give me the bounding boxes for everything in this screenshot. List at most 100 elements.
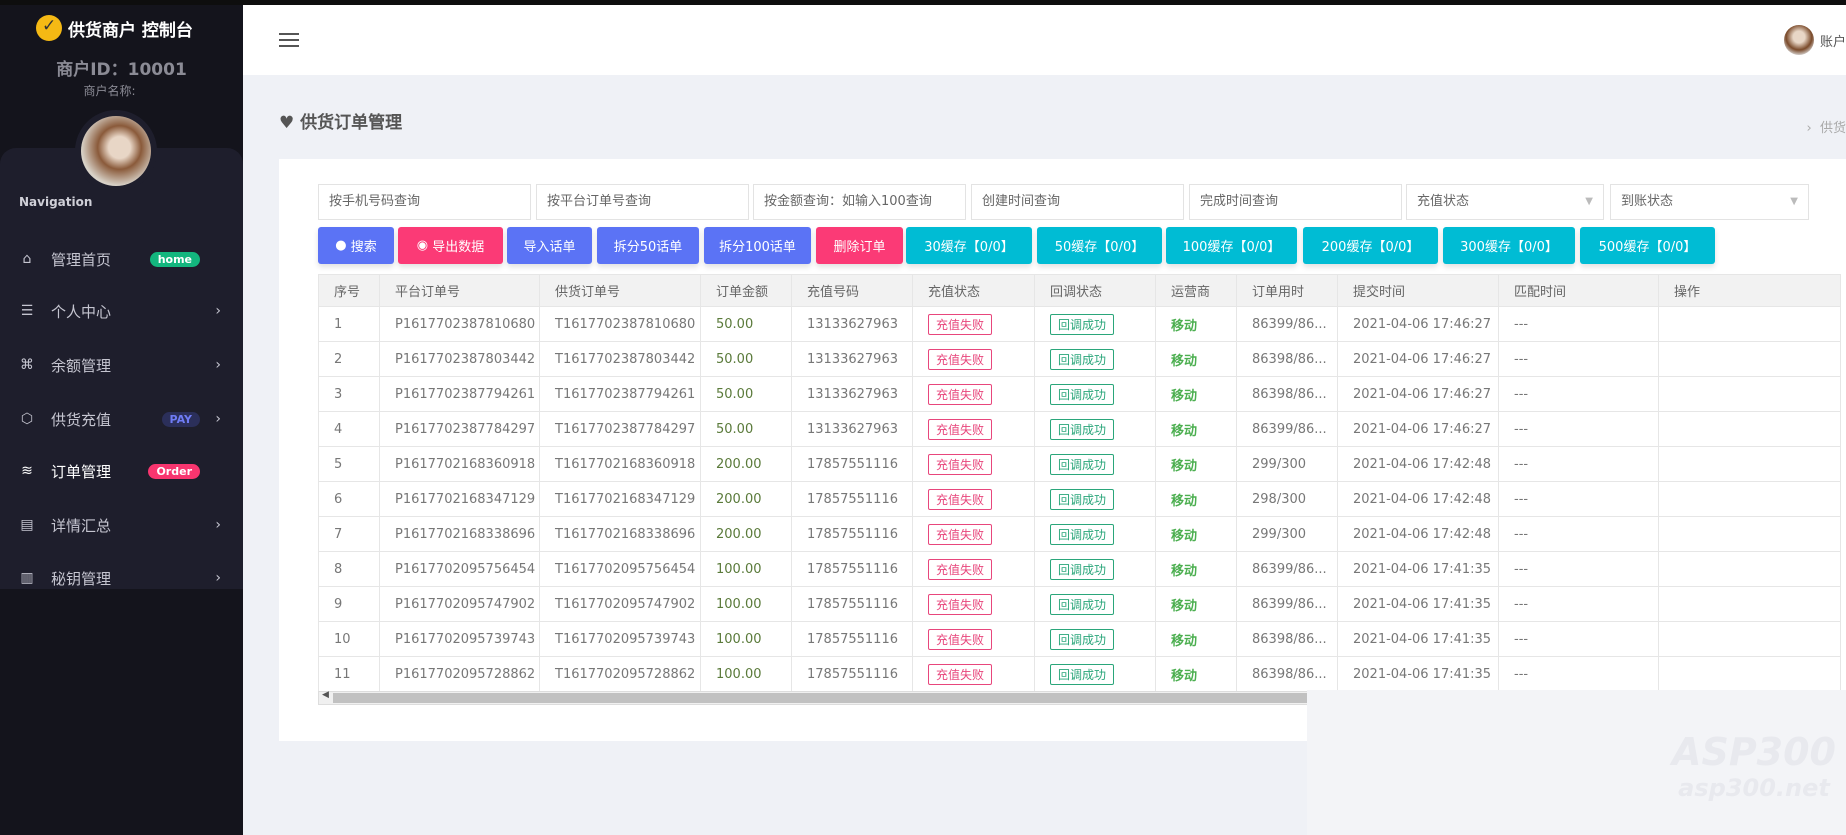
table-cell: 移动 [1155, 481, 1237, 517]
column-header[interactable]: 回调状态 [1034, 274, 1156, 307]
sidebar-item-4[interactable]: ≋ 订单管理 Order [0, 451, 243, 491]
sidebar-item-2[interactable]: ⌘ 余额管理 › [0, 345, 243, 385]
table-cell [1658, 446, 1841, 482]
avatar[interactable] [81, 116, 151, 186]
column-header[interactable]: 匹配时间 [1498, 274, 1659, 307]
callback-status-badge: 回调成功 [1050, 488, 1115, 510]
column-header[interactable]: 运营商 [1155, 274, 1237, 307]
sidebar-item-1[interactable]: ☰ 个人中心 › [0, 291, 243, 331]
table-cell: --- [1498, 306, 1659, 342]
cache-50-button[interactable]: 50缓存【0/0】 [1037, 227, 1162, 264]
cell-text: P1617702168347129 [395, 491, 536, 507]
column-header[interactable]: 序号 [318, 274, 380, 307]
button-label: 搜索 [350, 240, 377, 255]
scrollbar-thumb[interactable] [333, 693, 1343, 703]
split-100-button[interactable]: 拆分100话单 [704, 227, 811, 264]
table-cell [1658, 621, 1841, 657]
table-cell: 86399/86... [1236, 551, 1338, 587]
cell-text: 5 [334, 456, 343, 472]
cell-text: 2021-04-06 17:46:27 [1353, 316, 1492, 332]
cell-text: P1617702387803442 [395, 351, 536, 367]
phone-search-input[interactable]: 按手机号码查询 [318, 184, 531, 220]
delete-order-button[interactable]: 删除订单 [816, 227, 903, 264]
arrival-status-select[interactable]: 到账状态 [1610, 184, 1809, 220]
cell-text: 50.00 [716, 351, 754, 367]
finished-time-input[interactable]: 完成时间查询 [1189, 184, 1402, 220]
document-icon: ▤ [20, 517, 34, 533]
table-cell: 8 [318, 551, 380, 587]
cell-text: 移动 [1171, 598, 1198, 614]
table-cell: 50.00 [700, 341, 792, 377]
export-button[interactable]: ◉ 导出数据 [398, 227, 503, 264]
sidebar-badge: Order [148, 463, 200, 479]
amount-input[interactable]: 按金额查询：如输入100查询 [753, 184, 966, 220]
sidebar-item-0[interactable]: ⌂ 管理首页 home [0, 239, 243, 279]
table-cell: 移动 [1155, 551, 1237, 587]
column-header[interactable]: 提交时间 [1337, 274, 1499, 307]
orders-table: 序号 平台订单号 供货订单号 订单金额 充值号码 充值状态 回调状态 运营商 订单用时 提交时间匹… [318, 274, 1841, 692]
column-header[interactable]: 充值号码 [791, 274, 913, 307]
sidebar-item-5[interactable]: ▤ 详情汇总 › [0, 505, 243, 545]
breadcrumb-item[interactable]: 供货 [1819, 121, 1846, 136]
cache-100-button[interactable]: 100缓存【0/0】 [1166, 227, 1297, 264]
user-menu[interactable]: 账户 [1783, 25, 1846, 55]
eye-icon: ◉ [416, 238, 433, 253]
chevron-right-icon: › [215, 411, 221, 427]
cache-30-button[interactable]: 30缓存【0/0】 [906, 227, 1032, 264]
column-header[interactable]: 供货订单号 [539, 274, 701, 307]
column-header[interactable]: 操作 [1658, 274, 1841, 307]
cache-500-button[interactable]: 500缓存【0/0】 [1580, 227, 1715, 264]
cache-300-button[interactable]: 300缓存【0/0】 [1443, 227, 1575, 264]
cell-text: --- [1514, 596, 1529, 612]
split-50-button[interactable]: 拆分50话单 [597, 227, 699, 264]
user-label: 账户 [1819, 34, 1846, 50]
table-cell: 移动 [1155, 376, 1237, 412]
table-cell: T1617702387803442 [539, 341, 701, 377]
table-cell: 13133627963 [791, 376, 913, 412]
column-header[interactable]: 平台订单号 [379, 274, 540, 307]
callback-status-badge: 回调成功 [1050, 313, 1115, 335]
brand-title: 供货商户 控制台 [68, 20, 193, 41]
recharge-status-badge: 充值失败 [928, 313, 993, 335]
recharge-status-badge: 充值失败 [928, 628, 993, 650]
column-header[interactable]: 订单用时 [1236, 274, 1338, 307]
button-label: 500缓存【0/0】 [1598, 240, 1697, 255]
cell-text: --- [1514, 456, 1529, 472]
cell-text: T1617702095756454 [555, 561, 696, 577]
cell-text: T1617702387794261 [555, 386, 696, 402]
cache-200-button[interactable]: 200缓存【0/0】 [1303, 227, 1438, 264]
table-cell [1658, 656, 1841, 692]
table-cell: 移动 [1155, 621, 1237, 657]
table-cell: P1617702387810680 [379, 306, 540, 342]
created-time-input[interactable]: 创建时间查询 [971, 184, 1184, 220]
menu-toggle-icon[interactable] [279, 33, 299, 51]
platform-order-input[interactable]: 按平台订单号查询 [536, 184, 749, 220]
sidebar-item-label: 个人中心 [51, 302, 112, 321]
column-header[interactable]: 充值状态 [912, 274, 1035, 307]
cell-text: 移动 [1171, 633, 1198, 649]
table-cell: 充值失败 [912, 621, 1035, 657]
cell-text: 2021-04-06 17:41:35 [1353, 561, 1492, 577]
table-cell: T1617702387784297 [539, 411, 701, 447]
button-label: 导入话单 [523, 240, 576, 255]
column-header[interactable]: 订单金额 [700, 274, 792, 307]
callback-status-badge: 回调成功 [1050, 348, 1115, 370]
cell-text: --- [1514, 631, 1529, 647]
table-cell: 移动 [1155, 411, 1237, 447]
brand-logo[interactable]: 供货商户 控制台 [36, 15, 193, 41]
sidebar-item-6[interactable]: ▥ 秘钥管理 › [0, 558, 243, 598]
table-cell: 3 [318, 376, 380, 412]
table-cell: 6 [318, 481, 380, 517]
recharge-status-select[interactable]: 充值状态 [1406, 184, 1604, 220]
cell-text: 100.00 [716, 596, 762, 612]
scroll-left-icon[interactable]: ◀ [322, 690, 329, 700]
sidebar-item-3[interactable]: ⬡ 供货充值 PAY › [0, 399, 243, 439]
command-icon: ⌘ [20, 357, 34, 373]
search-button[interactable]: ● 搜索 [318, 227, 394, 264]
nav-title: Navigation [19, 195, 93, 209]
import-button[interactable]: 导入话单 [507, 227, 592, 264]
cell-text: 50.00 [716, 421, 754, 437]
table-cell: 回调成功 [1034, 516, 1156, 552]
table-cell: 2021-04-06 17:46:27 [1337, 376, 1499, 412]
cell-text: 移动 [1171, 318, 1198, 334]
